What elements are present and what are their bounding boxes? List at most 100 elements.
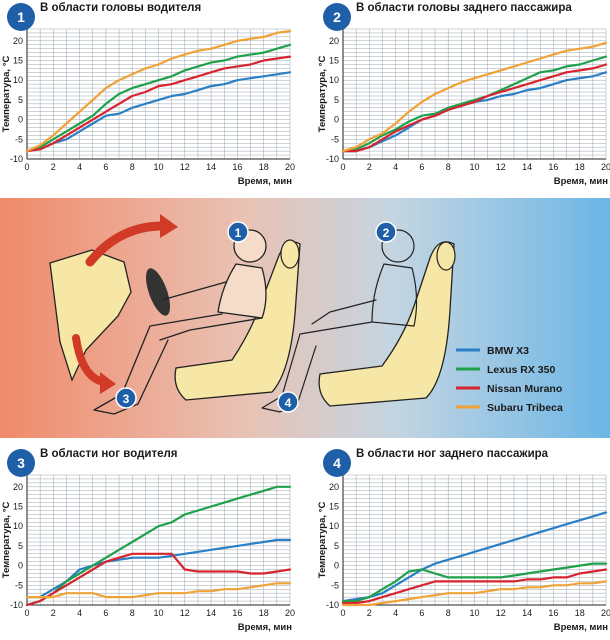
x-tick-label: 2 <box>51 162 56 172</box>
x-axis-label: Время, мин <box>554 176 609 187</box>
x-tick-label: 10 <box>469 608 479 618</box>
x-axis-label: Время, мин <box>238 176 293 187</box>
x-tick-label: 16 <box>548 162 558 172</box>
marker-2-label: 2 <box>383 226 390 240</box>
y-tick-label: -10 <box>326 154 339 164</box>
x-tick-label: 14 <box>206 608 216 618</box>
y-tick-label: 5 <box>18 541 23 551</box>
chart-number-label: 1 <box>17 9 25 25</box>
y-axis-label: Температура, °С <box>317 502 328 579</box>
y-tick-label: -10 <box>10 600 23 610</box>
chart-number-badge <box>7 449 35 477</box>
marker-4: 4 <box>277 391 299 413</box>
series-line-2 <box>25 43 292 153</box>
series-line-3 <box>341 568 608 605</box>
x-tick-label: 16 <box>548 608 558 618</box>
x-tick-label: 0 <box>340 162 345 172</box>
y-tick-label: 0 <box>18 115 23 125</box>
series-line-4 <box>25 29 292 153</box>
y-tick-label: 20 <box>13 482 23 492</box>
legend-label: Nissan Murano <box>487 383 562 395</box>
legend-item-lexus: Lexus RX 350 <box>456 364 555 376</box>
chart-title: В области ног заднего пассажира <box>356 448 549 460</box>
x-tick-label: 12 <box>180 608 190 618</box>
y-tick-label: 10 <box>13 75 23 85</box>
x-tick-label: 12 <box>496 608 506 618</box>
y-tick-label: 5 <box>334 541 339 551</box>
x-tick-label: 8 <box>130 608 135 618</box>
y-tick-label: 10 <box>329 521 339 531</box>
x-tick-label: 18 <box>575 162 585 172</box>
x-tick-label: 20 <box>601 162 610 172</box>
y-tick-label: 20 <box>329 36 339 46</box>
series-line-4 <box>341 41 608 153</box>
x-tick-label: 12 <box>180 162 190 172</box>
legend: BMW X3 Lexus RX 350 Nissan Murano Subaru… <box>456 345 563 414</box>
legend-label: Subaru Tribeca <box>487 402 563 414</box>
x-tick-label: 0 <box>24 608 29 618</box>
y-tick-label: 10 <box>13 521 23 531</box>
chart-number-badge <box>323 3 351 31</box>
chart-3: -10 -5 0 5 10 15 20 0 2 4 6 8 10 12 14 16 18 20 3 В области… <box>1 448 295 633</box>
x-tick-label: 8 <box>446 162 451 172</box>
marker-2: 2 <box>375 221 397 243</box>
legend-item-subaru: Subaru Tribeca <box>456 402 563 414</box>
marker-3: 3 <box>115 387 137 409</box>
x-tick-label: 20 <box>285 608 295 618</box>
chart-number-label: 3 <box>17 455 25 471</box>
x-tick-label: 18 <box>259 162 269 172</box>
x-tick-label: 18 <box>575 608 585 618</box>
y-tick-label: -5 <box>15 134 23 144</box>
legend-item-bmw: BMW X3 <box>456 345 529 357</box>
y-axis-label: Температура, °С <box>1 56 12 133</box>
chart-title: В области ног водителя <box>40 448 178 460</box>
chart-4: -10 -5 0 5 10 15 20 0 2 4 6 8 10 12 14 16 18 20 4 В области… <box>317 448 610 633</box>
y-tick-label: 0 <box>334 561 339 571</box>
series-line-3 <box>341 63 608 153</box>
hot-air-arrow-upper <box>85 221 170 267</box>
x-tick-label: 16 <box>232 608 242 618</box>
x-tick-label: 0 <box>24 162 29 172</box>
marker-1: 1 <box>227 221 249 243</box>
x-tick-label: 10 <box>469 162 479 172</box>
x-tick-label: 14 <box>522 162 532 172</box>
chart-number-badge <box>7 3 35 31</box>
chart-title: В области головы водителя <box>40 2 201 14</box>
chart-number-label: 2 <box>333 9 341 25</box>
x-axis-label: Время, мин <box>238 622 293 633</box>
series-line-3 <box>25 55 292 153</box>
series-line-2 <box>25 485 292 607</box>
chart-number-badge <box>323 449 351 477</box>
x-tick-label: 16 <box>232 162 242 172</box>
y-tick-label: 15 <box>13 56 23 66</box>
x-tick-label: 6 <box>103 162 108 172</box>
rear-headrest-shape <box>436 241 456 271</box>
y-tick-label: 20 <box>329 482 339 492</box>
y-tick-label: -10 <box>326 600 339 610</box>
x-tick-label: 14 <box>206 162 216 172</box>
y-tick-label: -5 <box>331 134 339 144</box>
marker-1-label: 1 <box>235 226 242 240</box>
series-line-4 <box>341 580 608 607</box>
passenger-figure <box>261 229 418 413</box>
x-tick-label: 20 <box>285 162 295 172</box>
x-tick-label: 20 <box>601 608 610 618</box>
series-line-1 <box>25 538 292 599</box>
x-tick-label: 0 <box>340 608 345 618</box>
x-tick-label: 2 <box>367 162 372 172</box>
x-tick-label: 12 <box>496 162 506 172</box>
car-interior-illustration: 1 2 3 4 BMW X3 Lexus RX 350 Ni <box>0 198 610 438</box>
series-line-2 <box>341 55 608 153</box>
x-tick-label: 4 <box>393 162 398 172</box>
front-headrest-shape <box>280 239 300 269</box>
arrow-head-icon <box>160 214 178 238</box>
y-tick-label: 15 <box>329 502 339 512</box>
x-tick-label: 2 <box>367 608 372 618</box>
chart-1: -10 -5 0 5 10 15 20 0 2 4 6 8 10 12 14 16 18 20 1 В области… <box>1 2 295 187</box>
y-axis-label: Температура, °С <box>1 502 12 579</box>
x-tick-label: 4 <box>77 608 82 618</box>
x-tick-label: 10 <box>153 162 163 172</box>
y-tick-label: -10 <box>10 154 23 164</box>
y-tick-label: 20 <box>13 36 23 46</box>
